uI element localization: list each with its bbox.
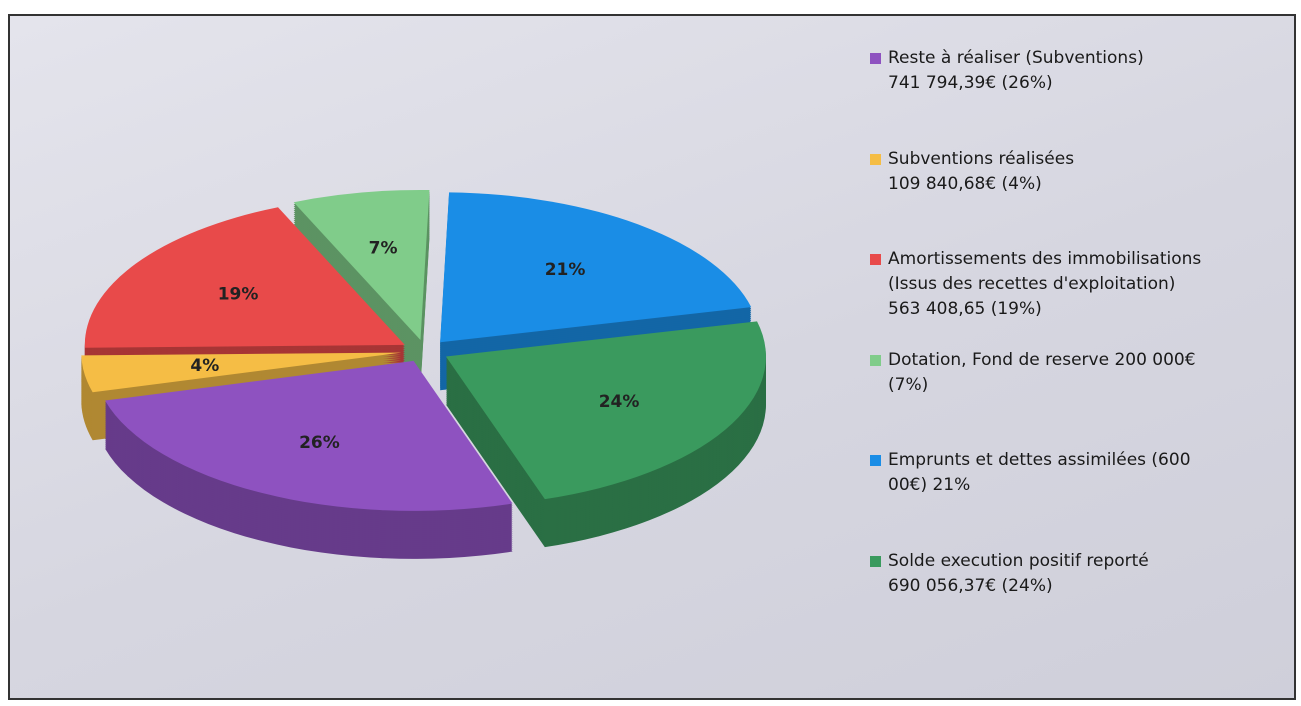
legend-item: Dotation, Fond de reserve 200 000€ (7%) (868, 348, 1301, 398)
slice (440, 192, 752, 343)
pie-area: 26% 4% 19% 7% 21% 24% (81, 189, 766, 559)
data-label: 21% (545, 260, 586, 280)
slice (445, 321, 766, 500)
legend-label: Dotation, Fond de reserve 200 000€ (7%) (888, 349, 1196, 395)
legend-swatch (870, 53, 881, 64)
data-label: 24% (599, 392, 640, 412)
legend-swatch (870, 455, 881, 466)
legend-swatch (870, 254, 881, 265)
legend-item: Reste à réaliser (Subventions) 741 794,3… (868, 46, 1301, 96)
legend-item: Amortissements des immobilisations (Issu… (868, 247, 1301, 322)
legend-swatch (870, 153, 881, 165)
slice (81, 352, 402, 393)
legend-item: Emprunts et dettes assimilées (600 00€) … (868, 448, 1301, 498)
slice (84, 207, 405, 348)
legend-label: Reste à réaliser (Subventions) 741 794,3… (888, 48, 1144, 93)
legend-label: Amortissements des immobilisations (Issu… (888, 249, 1202, 319)
legend-item: Solde execution positif reporté 690 056,… (868, 549, 1301, 599)
legend-item: Subventions réalisées 109 840,68€ (4%) (868, 147, 1301, 197)
legend-label: Solde execution positif reporté 690 056,… (888, 550, 1149, 596)
legend-swatch (870, 555, 881, 567)
data-label: 4% (190, 356, 219, 376)
legend-label: Subventions réalisées 109 840,68€ (4%) (888, 148, 1075, 194)
legend-swatch (870, 354, 881, 366)
chart: 26% 4% 19% 7% 21% 24% Reste à réaliser (Subve… (8, 14, 1296, 700)
legend-label: Emprunts et dettes assimilées (600 00€) … (888, 450, 1191, 495)
data-label: 19% (218, 285, 259, 305)
data-label: 26% (299, 433, 340, 453)
slice (104, 360, 513, 511)
slice (293, 189, 430, 340)
data-label: 7% (369, 239, 398, 259)
